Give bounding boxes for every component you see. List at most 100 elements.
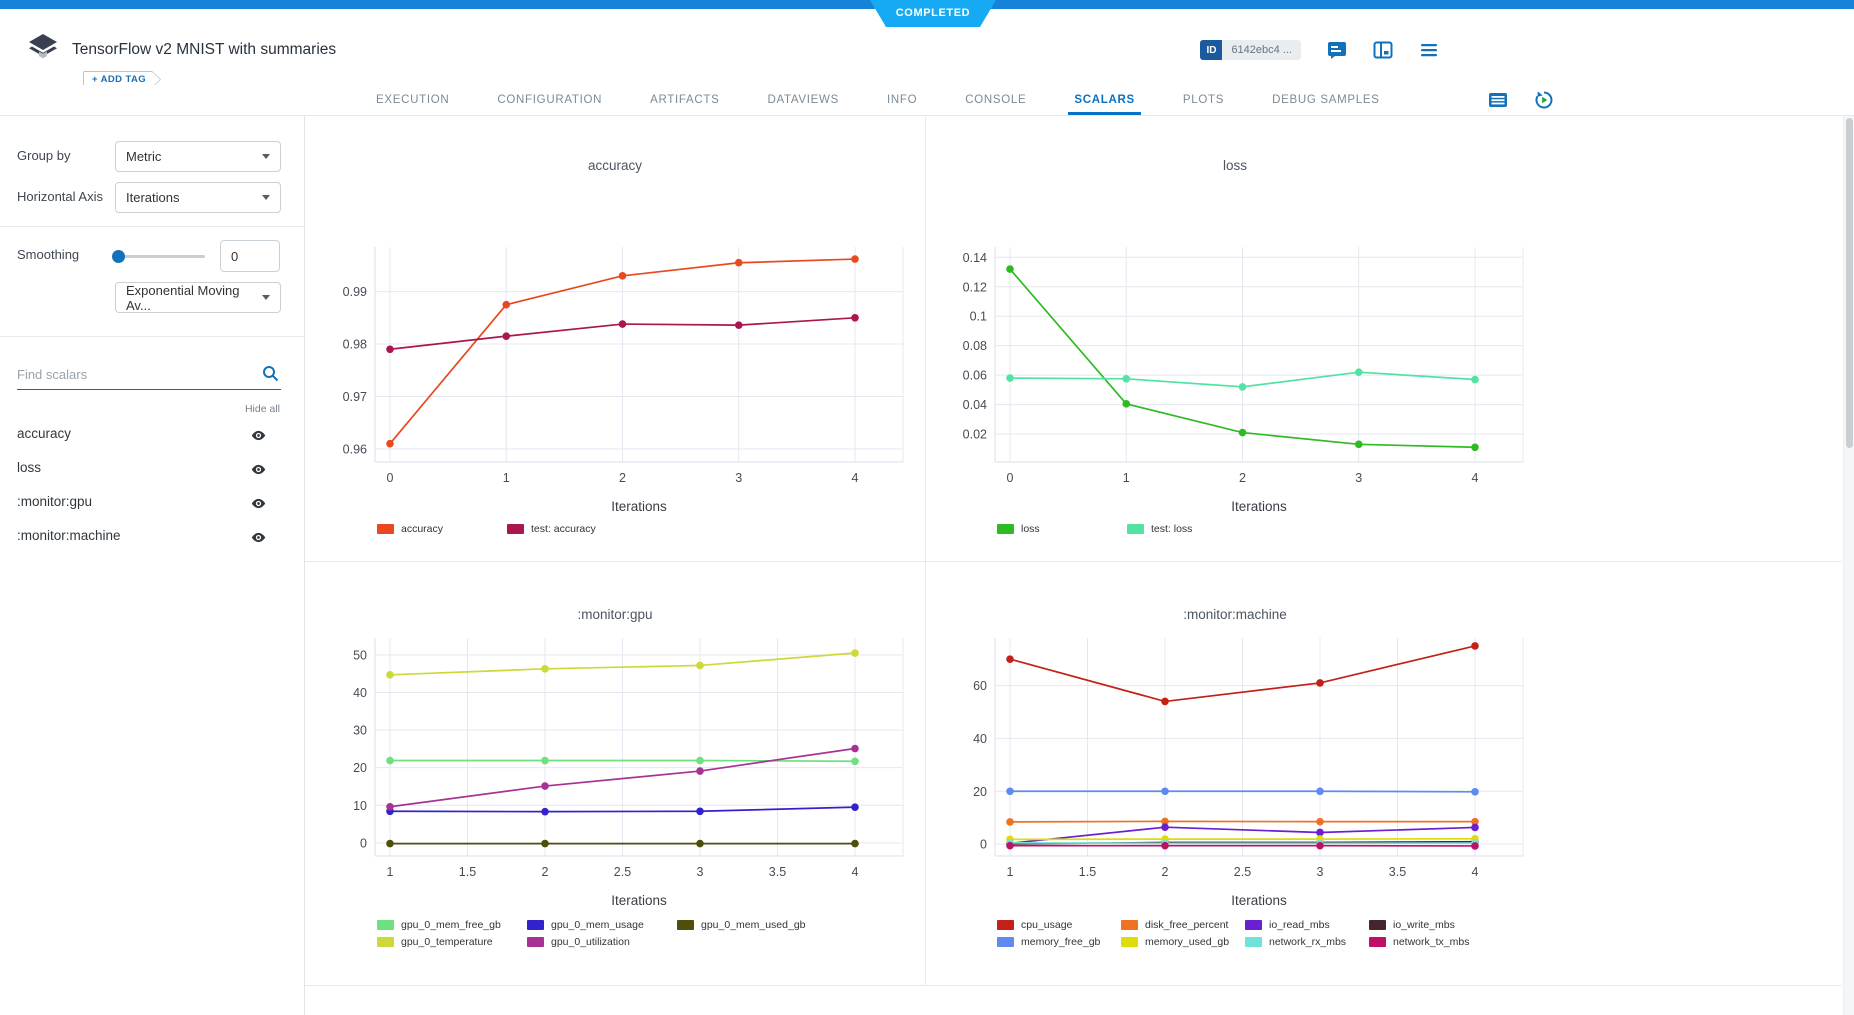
- legend-item[interactable]: cpu_usage: [997, 919, 1121, 931]
- table-icon[interactable]: [1488, 90, 1508, 110]
- legend-swatch: [377, 920, 394, 930]
- hide-all-link[interactable]: Hide all: [244, 403, 280, 415]
- tab-console[interactable]: CONSOLE: [965, 94, 1027, 106]
- svg-text:10: 10: [353, 799, 367, 813]
- legend-item[interactable]: disk_free_percent: [1121, 919, 1245, 931]
- svg-text:3: 3: [1317, 865, 1324, 879]
- scrollbar-thumb[interactable]: [1846, 118, 1853, 448]
- svg-text:3: 3: [735, 471, 742, 485]
- id-label: ID: [1200, 40, 1223, 60]
- find-scalars-input[interactable]: [17, 362, 247, 386]
- legend-item[interactable]: gpu_0_mem_free_gb: [377, 919, 527, 931]
- legend-label: gpu_0_temperature: [401, 936, 493, 948]
- group-by-select[interactable]: Metric: [115, 141, 281, 172]
- legend-item[interactable]: loss: [997, 523, 1127, 535]
- legend-item[interactable]: test: accuracy: [507, 523, 637, 535]
- legend-swatch: [1369, 920, 1386, 930]
- chart-title: :monitor:machine: [1183, 607, 1287, 622]
- smoothing-slider[interactable]: [112, 250, 205, 263]
- tab-configuration[interactable]: CONFIGURATION: [497, 94, 603, 106]
- legend-swatch: [377, 937, 394, 947]
- charts-area: accuracy 0.96 0.97 0.98 0.99 0 1 2 3 4 Iterations a…: [305, 116, 1854, 1015]
- tab-scalars[interactable]: SCALARS: [1068, 85, 1141, 115]
- menu-icon[interactable]: [1419, 40, 1439, 60]
- legend-swatch: [1121, 920, 1138, 930]
- tab-dataviews[interactable]: DATAVIEWS: [767, 94, 839, 106]
- svg-text:Iterations: Iterations: [611, 893, 667, 908]
- tab-artifacts[interactable]: ARTIFACTS: [650, 94, 720, 106]
- eye-icon[interactable]: [250, 529, 267, 546]
- legend-swatch: [677, 920, 694, 930]
- svg-text:0.97: 0.97: [343, 390, 367, 404]
- svg-text:0.12: 0.12: [963, 280, 987, 294]
- chart-card-monitor-machine: :monitor:machine 0 20 40 60 1 1.5 2 2.5 3 3.5 4 Iter…: [925, 561, 1545, 985]
- chart-card-loss: loss 0.02 0.04 0.06 0.08 0.1 0.12 0.14 0 1 2 3 4 Iter…: [925, 116, 1545, 561]
- svg-text:2: 2: [542, 865, 549, 879]
- legend-item[interactable]: gpu_0_utilization: [527, 936, 677, 948]
- svg-text:1: 1: [503, 471, 510, 485]
- tab-execution[interactable]: EXECUTION: [376, 94, 450, 106]
- divider: [925, 116, 926, 985]
- legend-item[interactable]: network_rx_mbs: [1245, 936, 1369, 948]
- slider-handle[interactable]: [112, 250, 125, 263]
- svg-text:20: 20: [973, 785, 987, 799]
- svg-text:4: 4: [852, 471, 859, 485]
- legend-item[interactable]: gpu_0_mem_used_gb: [677, 919, 827, 931]
- status-badge: COMPLETED: [870, 0, 996, 27]
- chart-legend: cpu_usage disk_free_percent io_read_mbs io_…: [997, 919, 1545, 948]
- eye-icon[interactable]: [250, 427, 267, 444]
- scrollbar[interactable]: [1843, 116, 1854, 1015]
- tab-bar: EXECUTION CONFIGURATION ARTIFACTS DATAVI…: [0, 85, 1854, 116]
- tab-plots[interactable]: PLOTS: [1182, 94, 1225, 106]
- eye-icon[interactable]: [250, 461, 267, 478]
- svg-text:2: 2: [1162, 865, 1169, 879]
- experiment-id-chip[interactable]: ID 6142ebc4 ...: [1200, 40, 1301, 60]
- legend-swatch: [1121, 937, 1138, 947]
- legend-swatch: [1369, 937, 1386, 947]
- metric-label: :monitor:machine: [17, 528, 121, 543]
- legend-item[interactable]: io_read_mbs: [1245, 919, 1369, 931]
- smoothing-value-input[interactable]: [220, 240, 280, 272]
- svg-text:Iterations: Iterations: [1231, 499, 1287, 514]
- legend-label: gpu_0_mem_used_gb: [701, 919, 806, 931]
- chart-title: loss: [1222, 158, 1247, 173]
- auto-refresh-icon[interactable]: [1534, 90, 1554, 110]
- legend-item[interactable]: io_write_mbs: [1369, 919, 1493, 931]
- legend-label: io_read_mbs: [1269, 919, 1330, 931]
- chart-plot[interactable]: 0.96 0.97 0.98 0.99 0 1 2 3 4 Iterations: [305, 173, 925, 518]
- svg-text:3: 3: [697, 865, 704, 879]
- eye-icon[interactable]: [250, 495, 267, 512]
- legend-item[interactable]: gpu_0_temperature: [377, 936, 527, 948]
- divider: [0, 336, 305, 337]
- chart-plot[interactable]: 0 20 40 60 1 1.5 2 2.5 3 3.5 4 Iterations: [925, 622, 1545, 914]
- comment-icon[interactable]: [1327, 40, 1347, 60]
- chevron-down-icon: [262, 195, 270, 200]
- legend-item[interactable]: test: loss: [1127, 523, 1257, 535]
- legend-item[interactable]: memory_free_gb: [997, 936, 1121, 948]
- tab-info[interactable]: INFO: [886, 94, 918, 106]
- legend-swatch: [997, 524, 1014, 534]
- horizontal-axis-select[interactable]: Iterations: [115, 182, 281, 213]
- legend-item[interactable]: gpu_0_mem_usage: [527, 919, 677, 931]
- chart-plot[interactable]: 0 10 20 30 40 50 1 1.5 2 2.5 3 3.5 4 Iterations: [305, 622, 925, 914]
- slider-track[interactable]: [112, 255, 205, 258]
- group-by-label: Group by: [17, 148, 71, 163]
- add-tag-button[interactable]: + ADD TAG: [83, 69, 161, 86]
- svg-text:1: 1: [1007, 865, 1014, 879]
- svg-text:50: 50: [353, 648, 367, 662]
- legend-item[interactable]: memory_used_gb: [1121, 936, 1245, 948]
- chart-plot[interactable]: 0.02 0.04 0.06 0.08 0.1 0.12 0.14 0 1 2 3 4 Iteratio…: [925, 173, 1545, 518]
- legend-swatch: [527, 920, 544, 930]
- legend-item[interactable]: network_tx_mbs: [1369, 936, 1493, 948]
- id-value: 6142ebc4 ...: [1222, 40, 1301, 60]
- search-icon[interactable]: [262, 365, 279, 382]
- chart-card-monitor-gpu: :monitor:gpu 0 10 20 30 40 50 1 1.5 2 2.5 3 3.5 4 Iter…: [305, 561, 925, 985]
- metric-row-loss: loss: [0, 458, 305, 482]
- svg-text:0.14: 0.14: [963, 251, 987, 265]
- legend-item[interactable]: accuracy: [377, 523, 507, 535]
- chart-card-accuracy: accuracy 0.96 0.97 0.98 0.99 0 1 2 3 4 Iterations a…: [305, 116, 925, 561]
- columns-icon[interactable]: [1373, 40, 1393, 60]
- divider: [305, 561, 1842, 562]
- tab-debug-samples[interactable]: DEBUG SAMPLES: [1272, 94, 1380, 106]
- smoothing-algorithm-select[interactable]: Exponential Moving Av...: [115, 282, 281, 313]
